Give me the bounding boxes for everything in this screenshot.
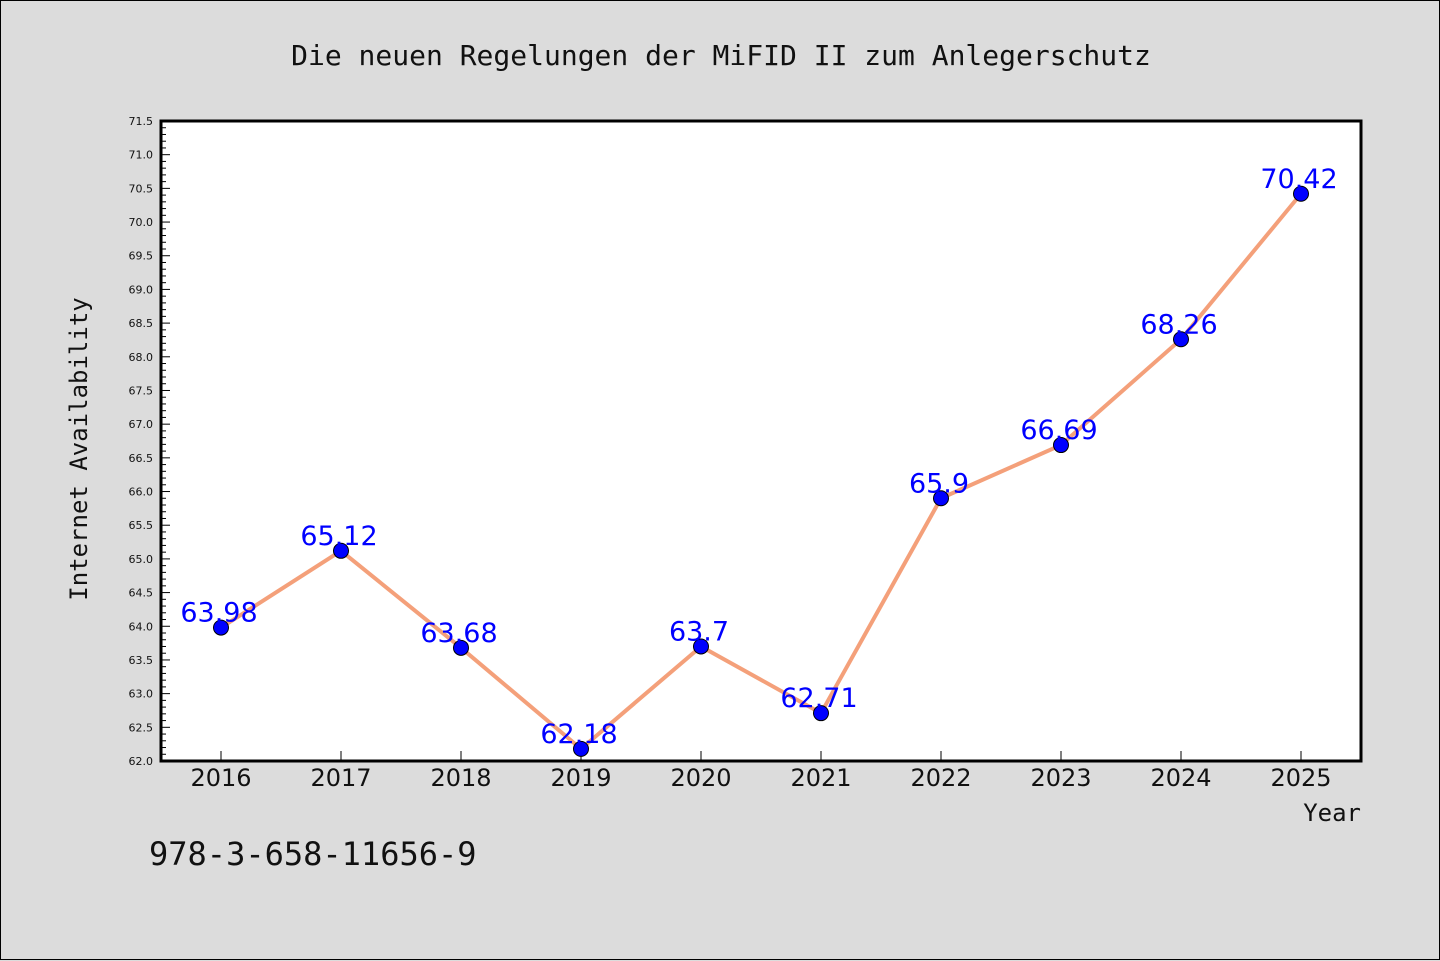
y-tick-label: 68.5 bbox=[129, 317, 154, 330]
data-label: 63.7 bbox=[669, 616, 729, 647]
data-label: 62.71 bbox=[780, 683, 857, 714]
plot-area bbox=[159, 119, 1363, 763]
data-label: 63.98 bbox=[180, 598, 257, 629]
data-label: 62.18 bbox=[540, 719, 617, 750]
y-tick-label: 69.0 bbox=[129, 283, 154, 296]
x-tick-label: 2025 bbox=[1270, 764, 1331, 792]
y-tick-label: 63.0 bbox=[129, 688, 154, 701]
y-tick-label: 64.0 bbox=[129, 620, 154, 633]
data-point bbox=[1293, 185, 1309, 202]
data-label: 70.42 bbox=[1260, 164, 1337, 195]
y-tick-label: 67.5 bbox=[129, 384, 154, 397]
y-tick-label: 63.5 bbox=[129, 654, 154, 667]
data-label: 65.12 bbox=[300, 521, 377, 552]
data-point bbox=[453, 639, 469, 656]
x-axis-label: Year bbox=[1303, 799, 1361, 827]
series-layer bbox=[213, 185, 1309, 757]
data-point bbox=[693, 638, 709, 655]
y-tick-label: 66.5 bbox=[129, 452, 154, 465]
data-label: 66.69 bbox=[1020, 415, 1097, 446]
x-tick-label: 2021 bbox=[790, 764, 851, 792]
y-tick-label: 70.0 bbox=[129, 216, 154, 229]
y-tick-label: 67.0 bbox=[129, 418, 154, 431]
y-tick-label: 65.0 bbox=[129, 553, 154, 566]
chart-title: Die neuen Regelungen der MiFID II zum An… bbox=[291, 39, 1151, 72]
data-labels: 63.98 65.12 63.68 62.18 63.7 62.71 65.9 66.69 68… bbox=[180, 164, 1337, 750]
y-tick-label: 69.5 bbox=[129, 250, 154, 263]
y-tick-label: 65.5 bbox=[129, 519, 154, 532]
data-label: 65.9 bbox=[909, 468, 969, 499]
data-point bbox=[933, 490, 949, 507]
series-line bbox=[219, 191, 1303, 751]
data-point bbox=[1053, 437, 1069, 454]
data-point bbox=[333, 542, 349, 559]
isbn-text: 978-3-658-11656-9 bbox=[149, 835, 477, 873]
y-tick-label: 70.5 bbox=[129, 182, 154, 195]
y-tick-label: 66.0 bbox=[129, 486, 154, 499]
y-tick-label: 62.5 bbox=[129, 721, 154, 734]
y-tick-label: 64.5 bbox=[129, 587, 154, 600]
y-axis: 62.0 62.5 63.0 63.5 64.0 64.5 65.0 65.5 66.0 66.5… bbox=[129, 115, 170, 768]
x-tick-label: 2016 bbox=[190, 764, 251, 792]
data-point bbox=[1173, 331, 1189, 348]
x-axis: 2016 2017 2018 2019 2020 2021 2022 2023 2024 2025 bbox=[190, 751, 1332, 792]
x-tick-label: 2018 bbox=[430, 764, 491, 792]
y-tick-label: 62.0 bbox=[129, 755, 154, 768]
x-tick-label: 2023 bbox=[1030, 764, 1091, 792]
x-tick-label: 2017 bbox=[310, 764, 371, 792]
y-axis-label: Internet Availability bbox=[65, 297, 93, 600]
data-label: 63.68 bbox=[420, 618, 497, 649]
x-tick-label: 2022 bbox=[910, 764, 971, 792]
y-tick-label: 71.5 bbox=[129, 115, 154, 128]
x-tick-label: 2020 bbox=[670, 764, 731, 792]
x-tick-label: 2024 bbox=[1150, 764, 1211, 792]
data-point bbox=[813, 705, 829, 722]
data-point bbox=[573, 740, 589, 757]
x-tick-label: 2019 bbox=[550, 764, 611, 792]
y-tick-label: 71.0 bbox=[129, 149, 154, 162]
data-label: 68.26 bbox=[1140, 309, 1217, 340]
y-tick-label: 68.0 bbox=[129, 351, 154, 364]
data-point bbox=[213, 619, 229, 636]
